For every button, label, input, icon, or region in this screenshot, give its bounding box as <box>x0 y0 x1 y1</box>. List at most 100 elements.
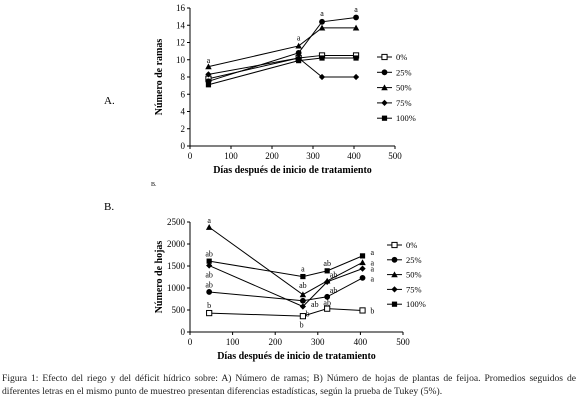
x-tick-label: 500 <box>388 151 402 161</box>
legend-marker <box>381 115 388 121</box>
data-point <box>359 265 366 272</box>
data-point <box>318 24 326 31</box>
data-point <box>205 224 213 230</box>
data-point <box>299 291 307 298</box>
data-point <box>295 42 302 49</box>
x-tick-label: 200 <box>268 337 282 347</box>
data-point <box>324 293 331 300</box>
significance-letter: a <box>207 56 211 65</box>
data-point <box>353 14 359 21</box>
legend-entry: 25% <box>387 255 422 265</box>
y-tick-label: 500 <box>172 305 186 315</box>
panel-label: A. <box>104 95 115 107</box>
x-tick-label: 400 <box>354 337 368 347</box>
data-point <box>299 303 307 310</box>
chart-panel-2: 0 100 200 300 400 500 0 500 1000 1500 2000 2500 Días… <box>104 182 426 362</box>
legend-entry: 75% <box>387 284 422 294</box>
significance-letter: a <box>371 248 375 257</box>
data-point <box>299 297 306 304</box>
data-point <box>295 49 302 56</box>
y-tick-label: 1500 <box>167 261 186 271</box>
significance-letter: ab <box>205 250 213 259</box>
data-point <box>359 307 366 314</box>
significance-letter: b <box>370 306 374 315</box>
panel-label: B. <box>104 201 114 213</box>
legend-label: 75% <box>406 284 422 294</box>
x-tick-label: 0 <box>188 151 193 161</box>
legend-label: 25% <box>396 67 412 77</box>
data-point <box>205 71 212 78</box>
significance-letter: ab <box>299 281 307 290</box>
x-tick-label: 500 <box>396 337 410 347</box>
data-point <box>205 63 212 70</box>
data-point <box>359 274 366 281</box>
chart-panel-1: 0 100 200 300 400 500 0 2 4 6 8 10 12 14 16 Días despué… <box>104 3 416 176</box>
legend-marker <box>381 84 388 91</box>
data-point <box>206 289 213 295</box>
significance-letter: ab <box>311 300 319 309</box>
data-point <box>296 58 302 64</box>
x-tick-label: 400 <box>347 151 361 161</box>
y-tick-label: 8 <box>181 72 186 82</box>
legend-marker <box>381 53 388 61</box>
data-point <box>353 55 359 61</box>
x-tick-label: 300 <box>311 337 325 347</box>
legend-marker <box>391 241 398 249</box>
data-point <box>299 313 306 320</box>
significance-letter: ab <box>330 270 338 279</box>
legend-label: 0% <box>406 240 417 250</box>
figure-caption: Figura 1: Efecto del riego y del déficit… <box>2 373 576 397</box>
significance-letter: a <box>371 265 375 274</box>
y-tick-label: 2000 <box>167 239 186 249</box>
y-tick-label: 6 <box>181 89 186 99</box>
series-line <box>208 57 357 78</box>
data-point <box>300 273 306 280</box>
series-50pct <box>205 24 360 70</box>
data-point <box>205 82 212 88</box>
panel-corner-label: B. <box>151 182 157 188</box>
y-tick-label: 0 <box>181 141 186 151</box>
significance-letter: a <box>320 9 324 18</box>
data-point <box>318 73 326 81</box>
legend-label: 100% <box>396 113 416 123</box>
data-point <box>319 55 325 61</box>
legend-marker <box>381 99 388 107</box>
y-tick-label: 2500 <box>167 217 186 227</box>
data-point <box>352 24 360 31</box>
x-tick-label: 100 <box>226 337 240 347</box>
legend-entry: 100% <box>377 113 416 123</box>
y-tick-label: 10 <box>176 55 186 65</box>
series-line <box>208 27 357 68</box>
significance-letter: ab <box>205 280 213 289</box>
significance-letter: a <box>371 258 375 267</box>
y-tick-label: 14 <box>176 20 186 30</box>
significance-letter: ab <box>330 286 338 295</box>
x-tick-label: 300 <box>306 151 320 161</box>
series-100pct <box>206 253 366 280</box>
series-25pct <box>206 274 366 304</box>
data-point <box>319 18 325 25</box>
legend-label: 25% <box>406 255 422 265</box>
significance-letter: a <box>354 5 358 14</box>
legend-entry: 100% <box>387 299 426 309</box>
legend-entry: 50% <box>377 83 412 93</box>
legend-entry: 75% <box>377 98 412 108</box>
series-100pct <box>205 55 359 88</box>
legend-label: 0% <box>396 52 407 62</box>
series-line <box>208 226 363 296</box>
series-75pct <box>206 262 366 310</box>
legend-entry: 25% <box>377 67 412 77</box>
legend-label: 50% <box>406 270 422 280</box>
significance-letter: ab <box>323 259 331 268</box>
x-axis-label: Días después de inicio de tratamiento <box>217 351 376 362</box>
legend-entry: 0% <box>387 240 417 250</box>
x-tick-label: 0 <box>188 337 193 347</box>
series-line <box>209 255 363 278</box>
y-tick-label: 12 <box>176 38 185 48</box>
data-point <box>206 309 213 317</box>
data-point <box>352 73 360 81</box>
legend-marker <box>391 271 398 278</box>
data-point <box>206 262 213 269</box>
x-tick-label: 100 <box>224 151 238 161</box>
